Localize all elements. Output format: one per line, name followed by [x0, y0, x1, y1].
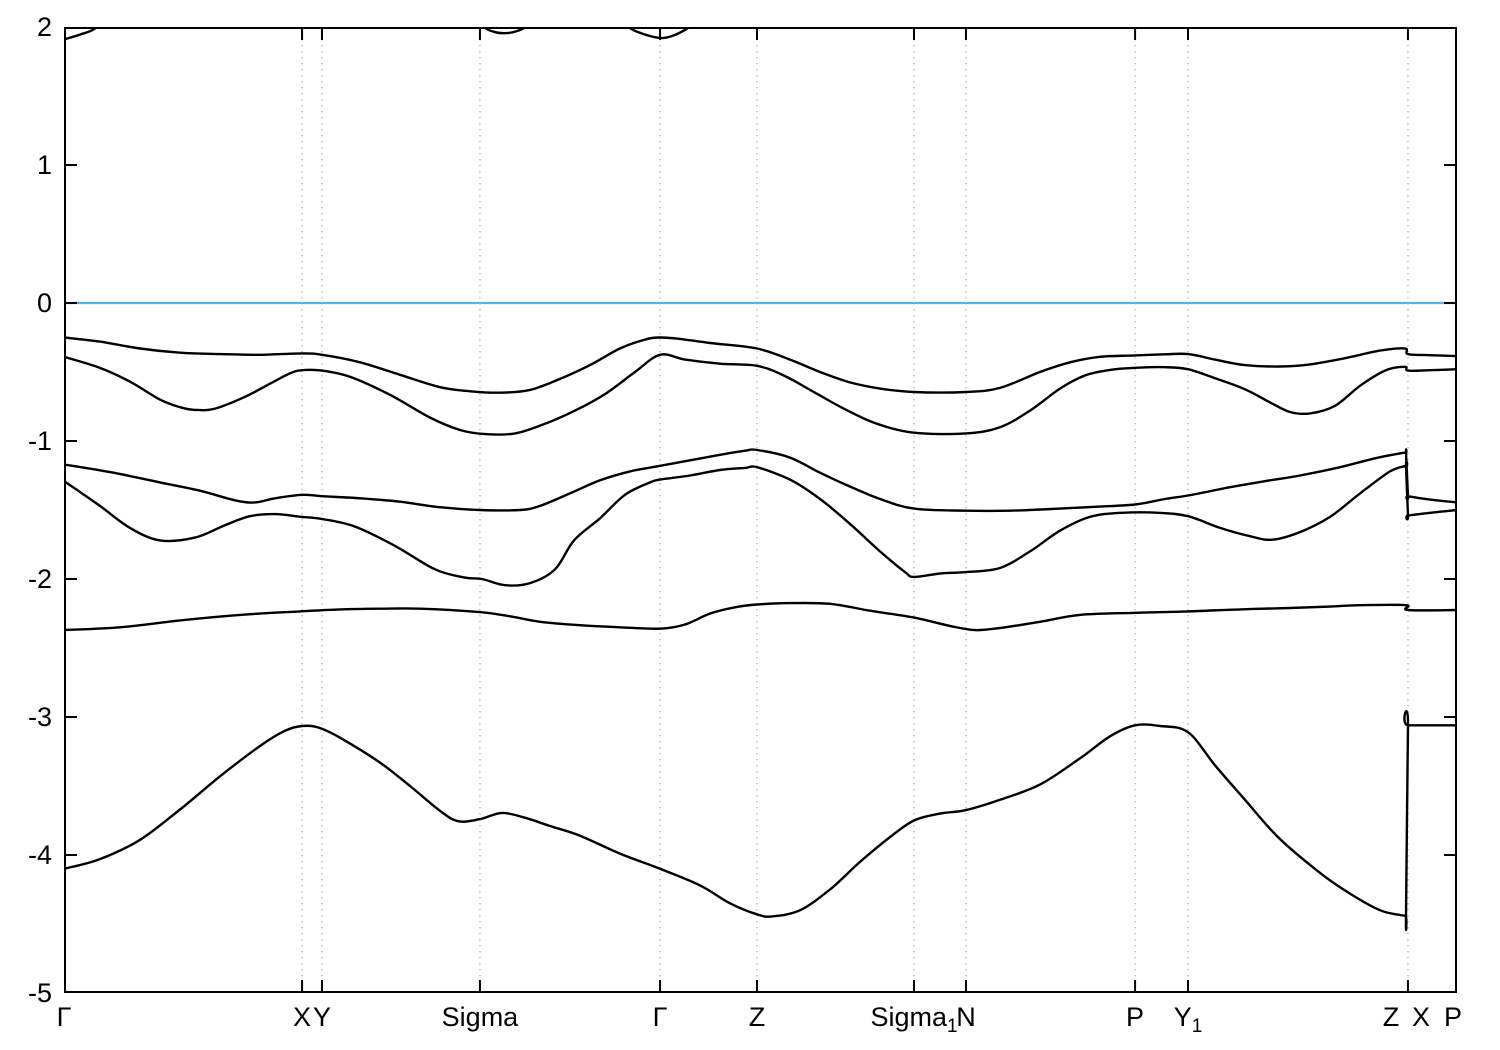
- y-tick-label: 0: [36, 288, 52, 318]
- y-tick-label: -3: [27, 702, 52, 732]
- valence-band-1-curve: [64, 336, 1457, 394]
- valence-band-5-curve: [64, 601, 1457, 632]
- valence-band-3-curve: [64, 448, 1457, 513]
- valence-band-4-curve: [64, 460, 1457, 587]
- k-point-label-x: X: [293, 1002, 312, 1032]
- y-tick-label: 1: [36, 150, 52, 180]
- k-point-label-x: X: [1412, 1002, 1431, 1032]
- y-tick-label: -1: [27, 426, 52, 456]
- plot-area: [64, 27, 1457, 993]
- y-tick-label: -2: [27, 564, 52, 594]
- y-tick-label: 2: [36, 12, 52, 42]
- valence-band-6-curve: [64, 709, 1457, 932]
- k-point-label-sigma1: Sigma1: [870, 1002, 958, 1037]
- k-point-label-p: P: [1126, 1002, 1145, 1032]
- conduction-band-curve: [64, 27, 692, 41]
- k-point-label-z: Z: [748, 1002, 766, 1032]
- k-point-label-p: P: [1443, 1002, 1462, 1032]
- k-point-label-γ: Γ: [56, 1002, 72, 1032]
- k-point-label-z: Z: [1382, 1002, 1400, 1032]
- y-tick-label: -4: [27, 840, 52, 870]
- plot-border: [64, 27, 1457, 993]
- band-structure-plot: [64, 27, 1457, 993]
- k-point-label-y1: Y1: [1173, 1002, 1203, 1037]
- y-tick-label: -5: [27, 978, 52, 1008]
- k-point-label-n: N: [956, 1002, 976, 1032]
- k-point-label-sigma: Sigma: [441, 1002, 519, 1032]
- k-point-label-y: Y: [312, 1002, 331, 1032]
- valence-band-2-curve: [64, 353, 1457, 436]
- k-point-label-γ: Γ: [652, 1002, 668, 1032]
